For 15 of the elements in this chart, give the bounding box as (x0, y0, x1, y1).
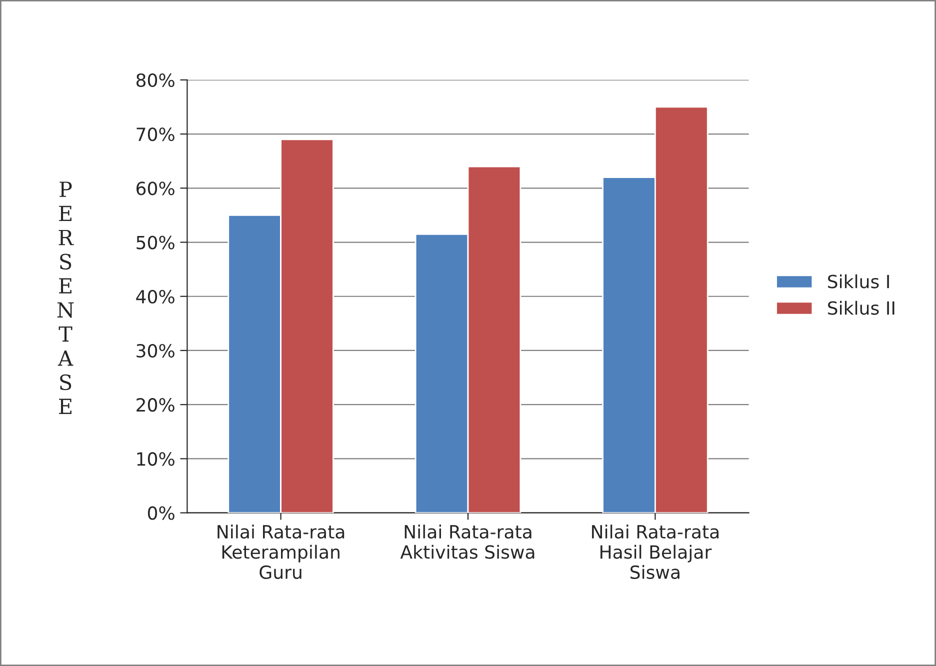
y-tick-label: 60% (136, 182, 174, 196)
y-tick-label: 80% (136, 73, 174, 88)
y-tick-label: 30% (136, 344, 174, 358)
y-tick-label: 0% (148, 506, 174, 520)
legend-label: Siklus I (828, 274, 889, 288)
text: PERSENTASE (57, 182, 74, 414)
y-tick-label: 20% (136, 398, 174, 412)
y-tick-label: 10% (137, 452, 174, 466)
x-tick-label: Nilai Rata-rata Aktivitas Siswa (400, 524, 534, 559)
legend-label: Siklus II (828, 300, 894, 315)
y-tick-label: 40% (136, 290, 174, 304)
x-tick-label: Nilai Rata-rata Keterampilan Guru (218, 524, 344, 580)
y-tick-label: 50% (136, 236, 174, 250)
y-tick-label: 70% (136, 127, 174, 142)
x-tick-label: Nilai Rata-rata Hasil Belajar Siswa (592, 524, 718, 580)
